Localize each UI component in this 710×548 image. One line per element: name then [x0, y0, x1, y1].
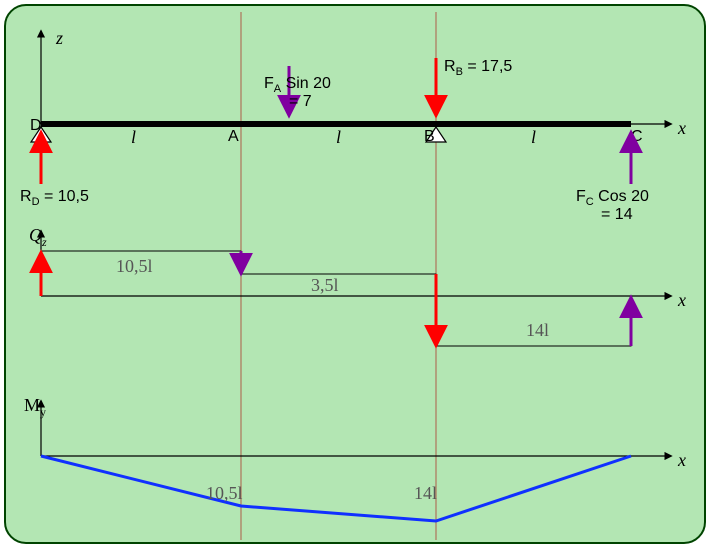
lbl-RD: RD = 10,5 [20, 188, 89, 208]
pt-B: B [424, 128, 435, 145]
diagram-panel: { "layout": { "width": 702, "height": 54… [4, 4, 706, 544]
lbl-FC-1: FC Cos 20 [576, 188, 649, 208]
lbl-FC-2: = 14 [601, 206, 633, 223]
z-axis-label: z [55, 28, 63, 48]
shear-val-3: 14l [526, 320, 549, 340]
moment-line [41, 456, 631, 521]
lbl-RB: RB = 17,5 [444, 58, 512, 78]
diagram-svg: z x D A B C l l l RD = 10,5 FA Sin 20 = … [6, 6, 708, 546]
moment-val-B: 14l [414, 483, 437, 503]
pt-D: D [30, 117, 42, 134]
shear-val-2: 3,5l [311, 275, 339, 295]
my-axis-label: My [24, 395, 46, 419]
lbl-FA-1: FA Sin 20 [264, 75, 331, 95]
x-axis-label-2: x [677, 290, 686, 310]
moment-val-A: 10,5l [206, 483, 243, 503]
seg-l-3: l [531, 127, 536, 147]
x-axis-label-1: x [677, 118, 686, 138]
lbl-FA-2: = 7 [289, 93, 312, 110]
seg-l-1: l [131, 127, 136, 147]
shear-val-1: 10,5l [116, 256, 153, 276]
pt-A: A [228, 128, 239, 145]
x-axis-label-3: x [677, 450, 686, 470]
seg-l-2: l [336, 127, 341, 147]
pt-C: C [631, 128, 643, 145]
qz-axis-label: Qz [29, 225, 47, 249]
